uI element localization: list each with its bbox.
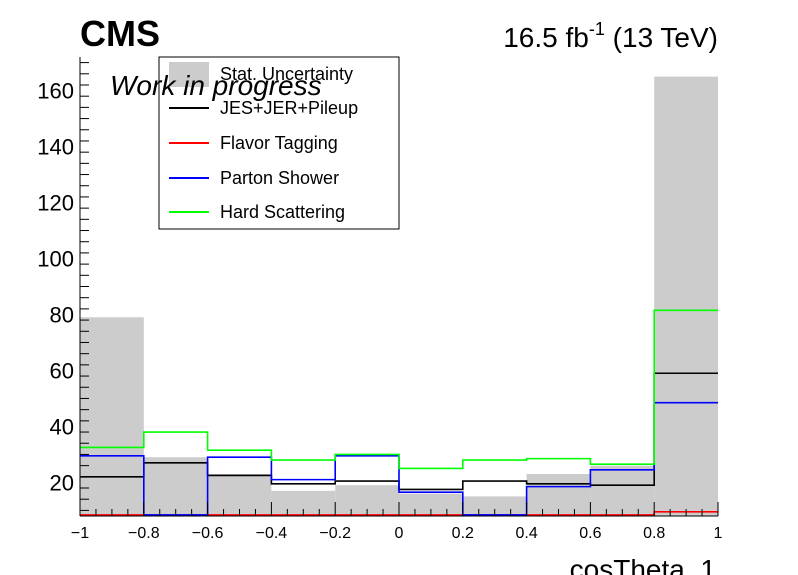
y-tick-label-160: 160 <box>37 79 74 104</box>
work-in-progress-label: Work in progress <box>110 70 322 101</box>
y-tick-label-20: 20 <box>50 470 74 495</box>
uncertainty-bar-1 <box>143 457 208 516</box>
cms-label: CMS <box>80 13 160 54</box>
uncertainty-bar-0 <box>80 317 144 516</box>
luminosity-label: 16.5 fb-1 (13 TeV) <box>503 19 718 53</box>
x-tick-label-9: 0.8 <box>643 525 665 542</box>
x-tick-label-4: −0.2 <box>319 525 351 542</box>
axes: 20 40 60 80 100 120 140 160 −1 −0.8 −0.6 −0.4 −0.2 0 0… <box>37 57 723 542</box>
x-tick-label-10: 1 <box>714 525 723 542</box>
legend-label-hard: Hard Scattering <box>220 202 345 222</box>
y-tick-label-60: 60 <box>50 358 74 383</box>
legend-label-flavor: Flavor Tagging <box>220 133 338 153</box>
legend-swatch-uncertainty <box>169 62 209 87</box>
lumi-exponent: -1 <box>589 19 605 39</box>
y-tick-label-120: 120 <box>37 191 74 216</box>
x-tick-label-2: −0.6 <box>192 525 224 542</box>
x-tick-label-6: 0.2 <box>452 525 474 542</box>
x-tick-label-7: 0.4 <box>515 525 537 542</box>
x-tick-label-8: 0.6 <box>579 525 601 542</box>
y-tick-label-40: 40 <box>50 414 74 439</box>
legend-label-jes: JES+JER+Pileup <box>220 98 358 118</box>
x-tick-label-0: −1 <box>71 525 89 542</box>
uncertainty-bar-8 <box>590 465 655 516</box>
energy-label: (13 TeV) <box>613 22 718 53</box>
y-tick-label-100: 100 <box>37 247 74 272</box>
x-tick-label-3: −0.4 <box>256 525 288 542</box>
x-tick-label-1: −0.8 <box>128 525 160 542</box>
x-axis-title: cosTheta_1 <box>570 554 716 575</box>
series-line-hard-scattering <box>80 309 718 470</box>
legend: Stat. Uncertainty JES+JER+Pileup Flavor … <box>158 56 400 230</box>
legend-label-parton: Parton Shower <box>220 168 339 188</box>
uncertainty-bar-9 <box>654 76 718 516</box>
lumi-value: 16.5 fb <box>503 22 589 53</box>
plot-area <box>80 76 718 516</box>
x-tick-label-5: 0 <box>395 525 404 542</box>
y-tick-label-140: 140 <box>37 135 74 160</box>
lumi-space <box>605 22 613 53</box>
y-tick-label-80: 80 <box>50 302 74 327</box>
legend-label-uncertainty: Stat. Uncertainty <box>220 64 353 84</box>
